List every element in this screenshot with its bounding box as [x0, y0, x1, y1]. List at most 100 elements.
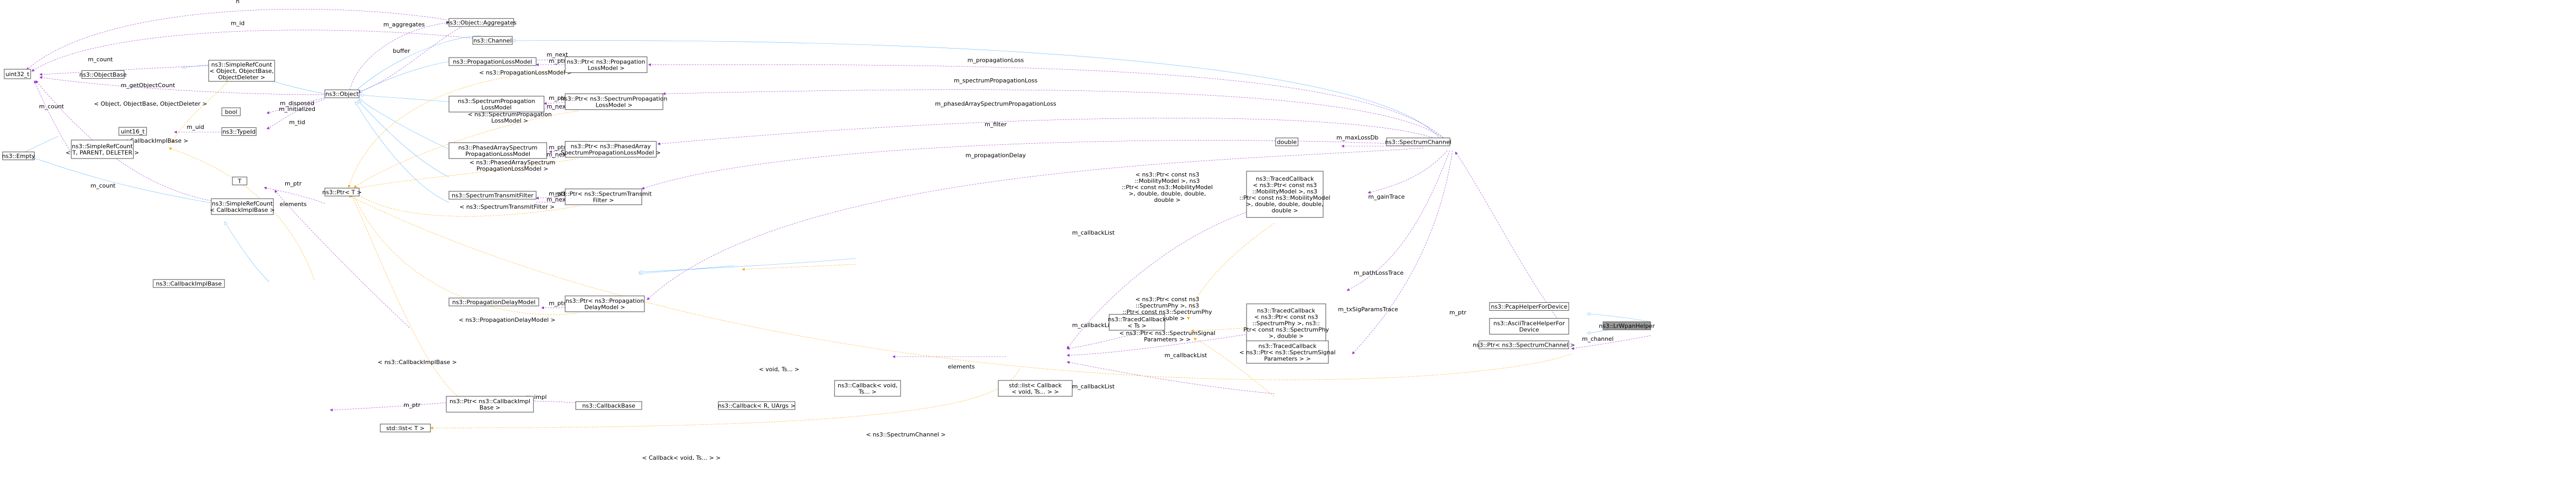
node-label: Filter > — [593, 197, 614, 204]
node-ptr-proploss[interactable]: ns3::Ptr< ns3::PropagationLossModel > — [565, 56, 648, 73]
node-box — [324, 89, 360, 98]
node-label: ::MobilityModel >, ns3 — [1252, 188, 1317, 195]
node-box — [565, 93, 663, 110]
edge-tmpl-callbackimplbase — [168, 147, 315, 281]
node-callback-r[interactable]: ns3::Callback< R, UArgs > — [718, 401, 795, 410]
node-tc-mobility[interactable]: ns3::TracedCallback< ns3::Ptr< const ns3… — [1239, 171, 1331, 218]
node-ptr-spectx[interactable]: ns3::Ptr< ns3::SpectrumTransmitFilter > — [555, 188, 652, 206]
edge-label-n: n — [236, 0, 240, 5]
node-proplossmodel[interactable]: ns3::PropagationLossModel — [448, 57, 537, 66]
edge-use-m-propagationdelay — [647, 147, 1424, 300]
node-spectrumchannel[interactable]: ns3::SpectrumChannel — [1385, 137, 1451, 146]
node-phasedarray[interactable]: ns3::PhasedArraySpectrumPropagationLossM… — [448, 142, 547, 159]
node-callback-void[interactable]: ns3::Callback< void,Ts... > — [834, 380, 901, 397]
edge-label-m-next-1: m_next — [547, 51, 568, 58]
node-box — [1478, 340, 1569, 349]
node-label: ns3::Object — [325, 91, 359, 98]
node-bool[interactable]: bool — [221, 107, 241, 116]
node-callbackbase[interactable]: ns3::CallbackBase — [575, 401, 642, 410]
edge-label-m-initialized: m_initialized — [279, 106, 315, 113]
node-label: ns3::SpectrumPropagation — [458, 98, 535, 105]
edge-label-spectx-tmpl: < ns3::SpectrumTransmitFilter > — [460, 203, 555, 210]
node-box — [1246, 303, 1326, 343]
node-objectbase[interactable]: ns3::ObjectBase — [79, 70, 127, 79]
node-label: < Ts > — [1127, 322, 1146, 329]
edge-label-m-disposed: m_disposed — [280, 100, 314, 107]
node-label: ns3::Ptr< ns3::Propagation — [566, 297, 644, 304]
node-label: ns3::TracedCallback — [1259, 342, 1317, 349]
node-ptr-propdelay[interactable]: ns3::Ptr< ns3::PropagationDelayModel > — [565, 295, 645, 312]
node-box — [1246, 171, 1324, 218]
node-label: < T, PARENT, DELETER > — [65, 150, 139, 156]
node-wpanhelper[interactable]: ns3::LrWpanHelper — [1599, 321, 1655, 330]
node-label: LossModel — [481, 104, 511, 111]
edge-label-m-count-a: m_count — [88, 56, 113, 63]
node-box — [208, 60, 275, 82]
node-label: uint16_t — [121, 128, 145, 135]
node-label: uint32_t — [5, 71, 30, 78]
node-label: DelayModel > — [584, 304, 625, 311]
node-label: ns3::Ptr< ns3::PhasedArray — [570, 143, 651, 150]
edge-use-m-gaintrace — [1367, 150, 1448, 194]
node-typeid[interactable]: ns3::TypeId — [221, 127, 257, 136]
node-label: LossModel > — [596, 102, 633, 109]
edge-inherit-callbackbase-callback-void — [639, 258, 856, 272]
node-channel[interactable]: ns3::Channel — [472, 36, 513, 45]
node-spectx[interactable]: ns3::SpectrumTransmitFilter — [448, 191, 537, 200]
edge-use-m-next-4 — [536, 199, 579, 202]
node-label: ns3::TypeId — [222, 128, 256, 135]
node-label: ns3::PropagationDelayModel — [452, 299, 536, 306]
edge-label-cbimpl-tmpl: < ns3::CallbackImplBase > — [378, 359, 457, 366]
node-specproplossmodel[interactable]: ns3::SpectrumPropagationLossModel — [448, 96, 545, 113]
edge-label-m-next-2: m_next — [547, 103, 568, 110]
node-propdelay[interactable]: ns3::PropagationDelayModel — [448, 297, 539, 306]
edge-use-m-getobjectcount — [39, 76, 325, 95]
node-uint32[interactable]: uint32_t — [4, 69, 31, 79]
node-stdlist-cb[interactable]: std::list< Callback< void, Ts... > > — [998, 380, 1073, 397]
edge-tmpl-cbimpl — [351, 194, 460, 398]
edge-use-m-next-1 — [536, 58, 579, 61]
edge-inherit-channel-spectrumchannel — [512, 41, 1442, 142]
node-tc-phy[interactable]: ns3::TracedCallback< ns3::Ptr< const ns3… — [1243, 303, 1329, 343]
node-simplerefcount-cb[interactable]: ns3::SimpleRefCount< CallbackImplBase > — [210, 198, 275, 215]
node-label: ns3::SimpleRefCount — [72, 143, 133, 150]
edge-label-m-tid: m_tid — [289, 119, 305, 126]
node-uint16[interactable]: uint16_t — [118, 127, 147, 136]
node-label: ns3::SpectrumChannel — [1385, 139, 1451, 146]
edge-use-m-filter — [641, 140, 1424, 190]
node-box — [232, 176, 248, 185]
node-simplerefcount-obj[interactable]: ns3::SimpleRefCount< Object, ObjectBase,… — [208, 60, 275, 82]
node-ptr-specprop[interactable]: ns3::Ptr< ns3::SpectrumPropagationLossMo… — [561, 93, 668, 110]
edge-label-m-pathLossTrace: m_pathLossTrace — [1354, 269, 1404, 276]
node-double[interactable]: double — [1275, 137, 1299, 146]
node-simplerefcount-t[interactable]: ns3::SimpleRefCount< T, PARENT, DELETER … — [65, 139, 139, 159]
node-pcaphelper[interactable]: ns3::PcapHelperForDevice — [1489, 302, 1569, 311]
edge-tmpl-tracedcallback-2 — [1191, 324, 1275, 332]
node-tc-signal[interactable]: ns3::TracedCallback< ns3::Ptr< ns3::Spec… — [1239, 340, 1336, 364]
node-object[interactable]: ns3::Object — [324, 89, 360, 98]
node-ptr-cbimpl[interactable]: ns3::Ptr< ns3::CallbackImplBase > — [446, 396, 534, 413]
edge-label-m-getObjectCount: m_getObjectCount — [121, 82, 175, 89]
node-box — [1489, 302, 1569, 311]
node-empty[interactable]: ns3::Empty — [2, 151, 35, 161]
node-ptr-t[interactable]: ns3::Ptr< T > — [322, 188, 362, 197]
node-tracedcallback[interactable]: ns3::TracedCallback< Ts > — [1108, 314, 1167, 331]
edge-label-m-propagationDelay: m_propagationDelay — [966, 152, 1026, 159]
node-label: ns3::Ptr< T > — [322, 189, 362, 196]
node-label: ns3::Ptr< ns3::SpectrumTransmit — [555, 191, 652, 198]
node-ptr-phased[interactable]: ns3::Ptr< ns3::PhasedArraySpectrumPropag… — [561, 141, 661, 158]
node-t[interactable]: T — [232, 176, 248, 185]
edge-tmpl-proploss — [348, 70, 579, 188]
node-label: < CallbackImplBase > — [210, 207, 275, 213]
node-ptr-specchannel[interactable]: ns3::Ptr< ns3::SpectrumChannel > — [1473, 340, 1575, 349]
node-box — [718, 401, 795, 410]
edge-tmpl-object-objectbase — [171, 75, 233, 143]
edge-inherit-object-spectx — [358, 100, 449, 178]
node-stdlist-t[interactable]: std::list< T > — [380, 423, 431, 433]
edge-tmpl-callback-r — [742, 264, 856, 271]
edge-label-buffer: buffer — [393, 48, 410, 54]
node-aggregates[interactable]: ns3::Object::Aggregates — [446, 18, 517, 27]
node-callbackimplbase[interactable]: ns3::CallbackImplBase — [153, 279, 225, 288]
edge-label-specchannel-tmpl: < ns3::SpectrumChannel > — [866, 431, 945, 438]
